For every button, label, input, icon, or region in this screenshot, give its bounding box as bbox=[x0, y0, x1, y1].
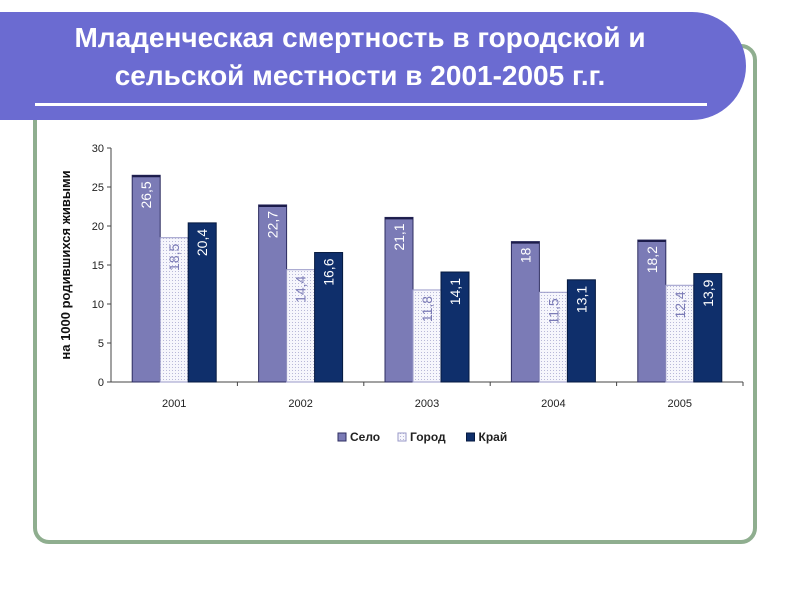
data-label-selo: 22,7 bbox=[265, 211, 281, 238]
legend-swatch-gorod bbox=[397, 432, 407, 442]
y-tick-label: 25 bbox=[92, 182, 104, 194]
bar-krai bbox=[693, 273, 723, 383]
bar-krai bbox=[440, 271, 470, 383]
data-label-gorod: 12,4 bbox=[672, 291, 688, 318]
data-label-krai: 13,1 bbox=[573, 286, 589, 313]
bar-krai bbox=[314, 252, 344, 383]
data-label-krai: 14,1 bbox=[447, 278, 463, 305]
x-tick-label: 2001 bbox=[162, 398, 186, 410]
slide-title: Младенческая смертность в городской и се… bbox=[0, 12, 720, 102]
bar-gorod bbox=[538, 291, 568, 383]
slide-title-line2: сельской местности в 2001-2005 г.г. bbox=[114, 60, 606, 91]
title-band bbox=[0, 12, 746, 120]
x-tick-label: 2004 bbox=[541, 398, 565, 410]
slide-title-line1: Младенческая смертность в городской и bbox=[74, 22, 646, 53]
x-tick-label: 2003 bbox=[415, 398, 439, 410]
title-underline bbox=[35, 103, 707, 106]
data-label-gorod: 18,5 bbox=[166, 243, 182, 270]
y-axis-title: на 1000 родившихся живыми bbox=[58, 170, 73, 359]
legend-label-selo: Село bbox=[350, 430, 380, 444]
data-label-gorod: 11,5 bbox=[545, 298, 561, 324]
legend-swatch-krai bbox=[466, 432, 475, 442]
bar-selo bbox=[384, 216, 414, 383]
bar-selo bbox=[637, 239, 667, 383]
legend-swatch-selo bbox=[337, 432, 347, 442]
data-label-krai: 16,6 bbox=[321, 258, 337, 285]
data-label-selo: 18 bbox=[517, 247, 533, 263]
data-label-gorod: 14,4 bbox=[293, 275, 309, 302]
y-tick-label: 15 bbox=[92, 260, 104, 272]
data-label-selo: 18,2 bbox=[644, 246, 660, 273]
y-tick-label: 5 bbox=[98, 338, 104, 350]
bar-gorod bbox=[665, 284, 695, 383]
legend-label-krai: Край bbox=[479, 430, 508, 444]
bar-gorod bbox=[286, 269, 316, 383]
data-label-krai: 13,9 bbox=[700, 279, 716, 306]
bar-chart: 0 5 10 15 20 25 30 на 1000 родившихся живыми 200… bbox=[58, 143, 744, 444]
y-tick-label: 10 bbox=[92, 299, 104, 311]
bar-selo bbox=[510, 241, 540, 383]
data-label-gorod: 11,8 bbox=[419, 296, 435, 322]
data-label-krai: 20,4 bbox=[194, 229, 210, 256]
y-tick-label: 30 bbox=[92, 143, 104, 155]
x-tick-label: 2002 bbox=[288, 398, 312, 410]
data-label-selo: 26,5 bbox=[138, 181, 154, 208]
legend-label-gorod: Город bbox=[410, 430, 446, 444]
y-tick-label: 20 bbox=[92, 221, 104, 233]
bar-krai bbox=[566, 279, 596, 383]
data-label-selo: 21,1 bbox=[391, 223, 407, 250]
bar-krai bbox=[187, 222, 217, 383]
y-tick-label: 0 bbox=[98, 377, 104, 389]
x-tick-label: 2005 bbox=[668, 398, 692, 410]
